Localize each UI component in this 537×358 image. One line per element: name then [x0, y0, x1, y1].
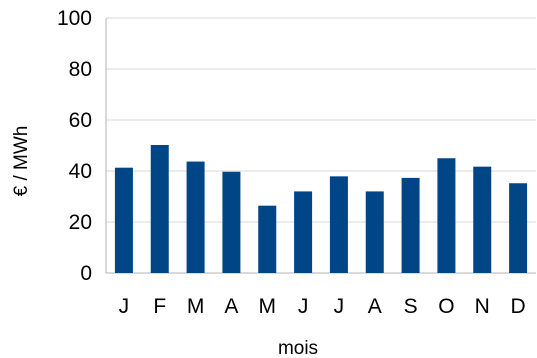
gridlines: [105, 17, 536, 274]
x-tick-label: A: [368, 295, 382, 318]
y-tick-label: 0: [80, 262, 92, 285]
x-tick-label: M: [187, 295, 205, 318]
x-tick-label: S: [404, 295, 418, 318]
bar: [258, 205, 277, 273]
x-tick-label: M: [259, 295, 277, 318]
bar: [437, 158, 456, 273]
x-tick-label: D: [510, 295, 525, 318]
x-axis-title: mois: [278, 338, 318, 358]
y-tick-labels: 0 20 40 60 80 100: [57, 7, 92, 285]
x-tick-label: J: [298, 295, 309, 318]
bar: [114, 167, 133, 273]
y-axis-title: € / MWh: [11, 126, 32, 197]
y-tick-label: 20: [69, 211, 92, 234]
x-tick-label: A: [224, 295, 238, 318]
bar-series: [114, 144, 528, 273]
y-tick-label: 40: [69, 160, 92, 183]
bar: [294, 191, 313, 273]
y-tick-label: 60: [69, 109, 92, 132]
x-tick-label: O: [438, 295, 454, 318]
bar: [186, 161, 205, 273]
bar: [150, 144, 169, 273]
x-tick-label: J: [119, 295, 130, 318]
bar: [329, 176, 348, 273]
bar: [222, 171, 241, 273]
x-tick-label: F: [153, 295, 166, 318]
y-tick-label: 80: [69, 58, 92, 81]
y-tick-label: 100: [57, 7, 92, 30]
bar: [401, 177, 420, 273]
bar: [365, 191, 384, 273]
x-tick-label: N: [475, 295, 490, 318]
bar: [509, 183, 528, 273]
x-tick-label: J: [334, 295, 345, 318]
bar: [473, 166, 492, 273]
